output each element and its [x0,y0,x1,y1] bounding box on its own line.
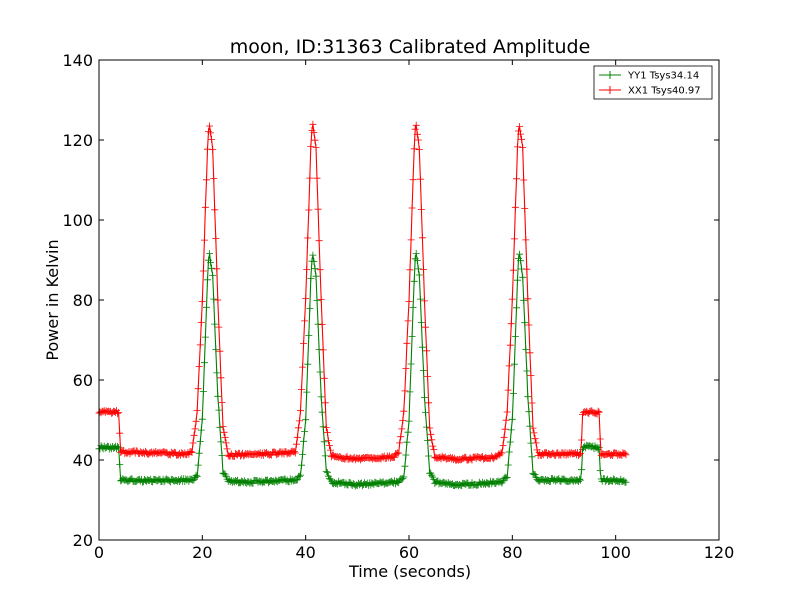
x-tick-label: 120 [704,543,735,562]
legend-label: YY1 Tsys34.14 [627,71,699,82]
x-tick-label: 100 [600,543,631,562]
y-tick-label: 40 [73,451,93,470]
y-tick-label: 140 [62,51,93,70]
legend-label: XX1 Tsys40.97 [628,86,701,97]
plot-area [95,120,630,490]
x-axis-label: Time (seconds) [348,562,471,581]
x-tick-label: 0 [94,543,104,562]
chart-title: moon, ID:31363 Calibrated Amplitude [230,36,591,58]
x-tick-label: 80 [502,543,522,562]
legend: YY1 Tsys34.14 XX1 Tsys40.97 [593,65,713,100]
x-tick-label: 60 [399,543,419,562]
x-tick-label: 20 [192,543,212,562]
y-tick-label: 120 [62,131,93,150]
y-tick-label: 60 [73,371,93,390]
y-axis-label: Power in Kelvin [43,239,62,360]
y-axis: 20 40 60 80 100 120 140 [62,51,719,550]
y-tick-label: 100 [62,211,93,230]
series-1 [95,120,630,464]
y-tick-label: 80 [73,291,93,310]
legend-box [593,65,713,100]
x-tick-label: 40 [295,543,315,562]
x-axis: 0 20 40 60 80 100 120 [94,60,734,562]
y-tick-label: 20 [73,531,93,550]
